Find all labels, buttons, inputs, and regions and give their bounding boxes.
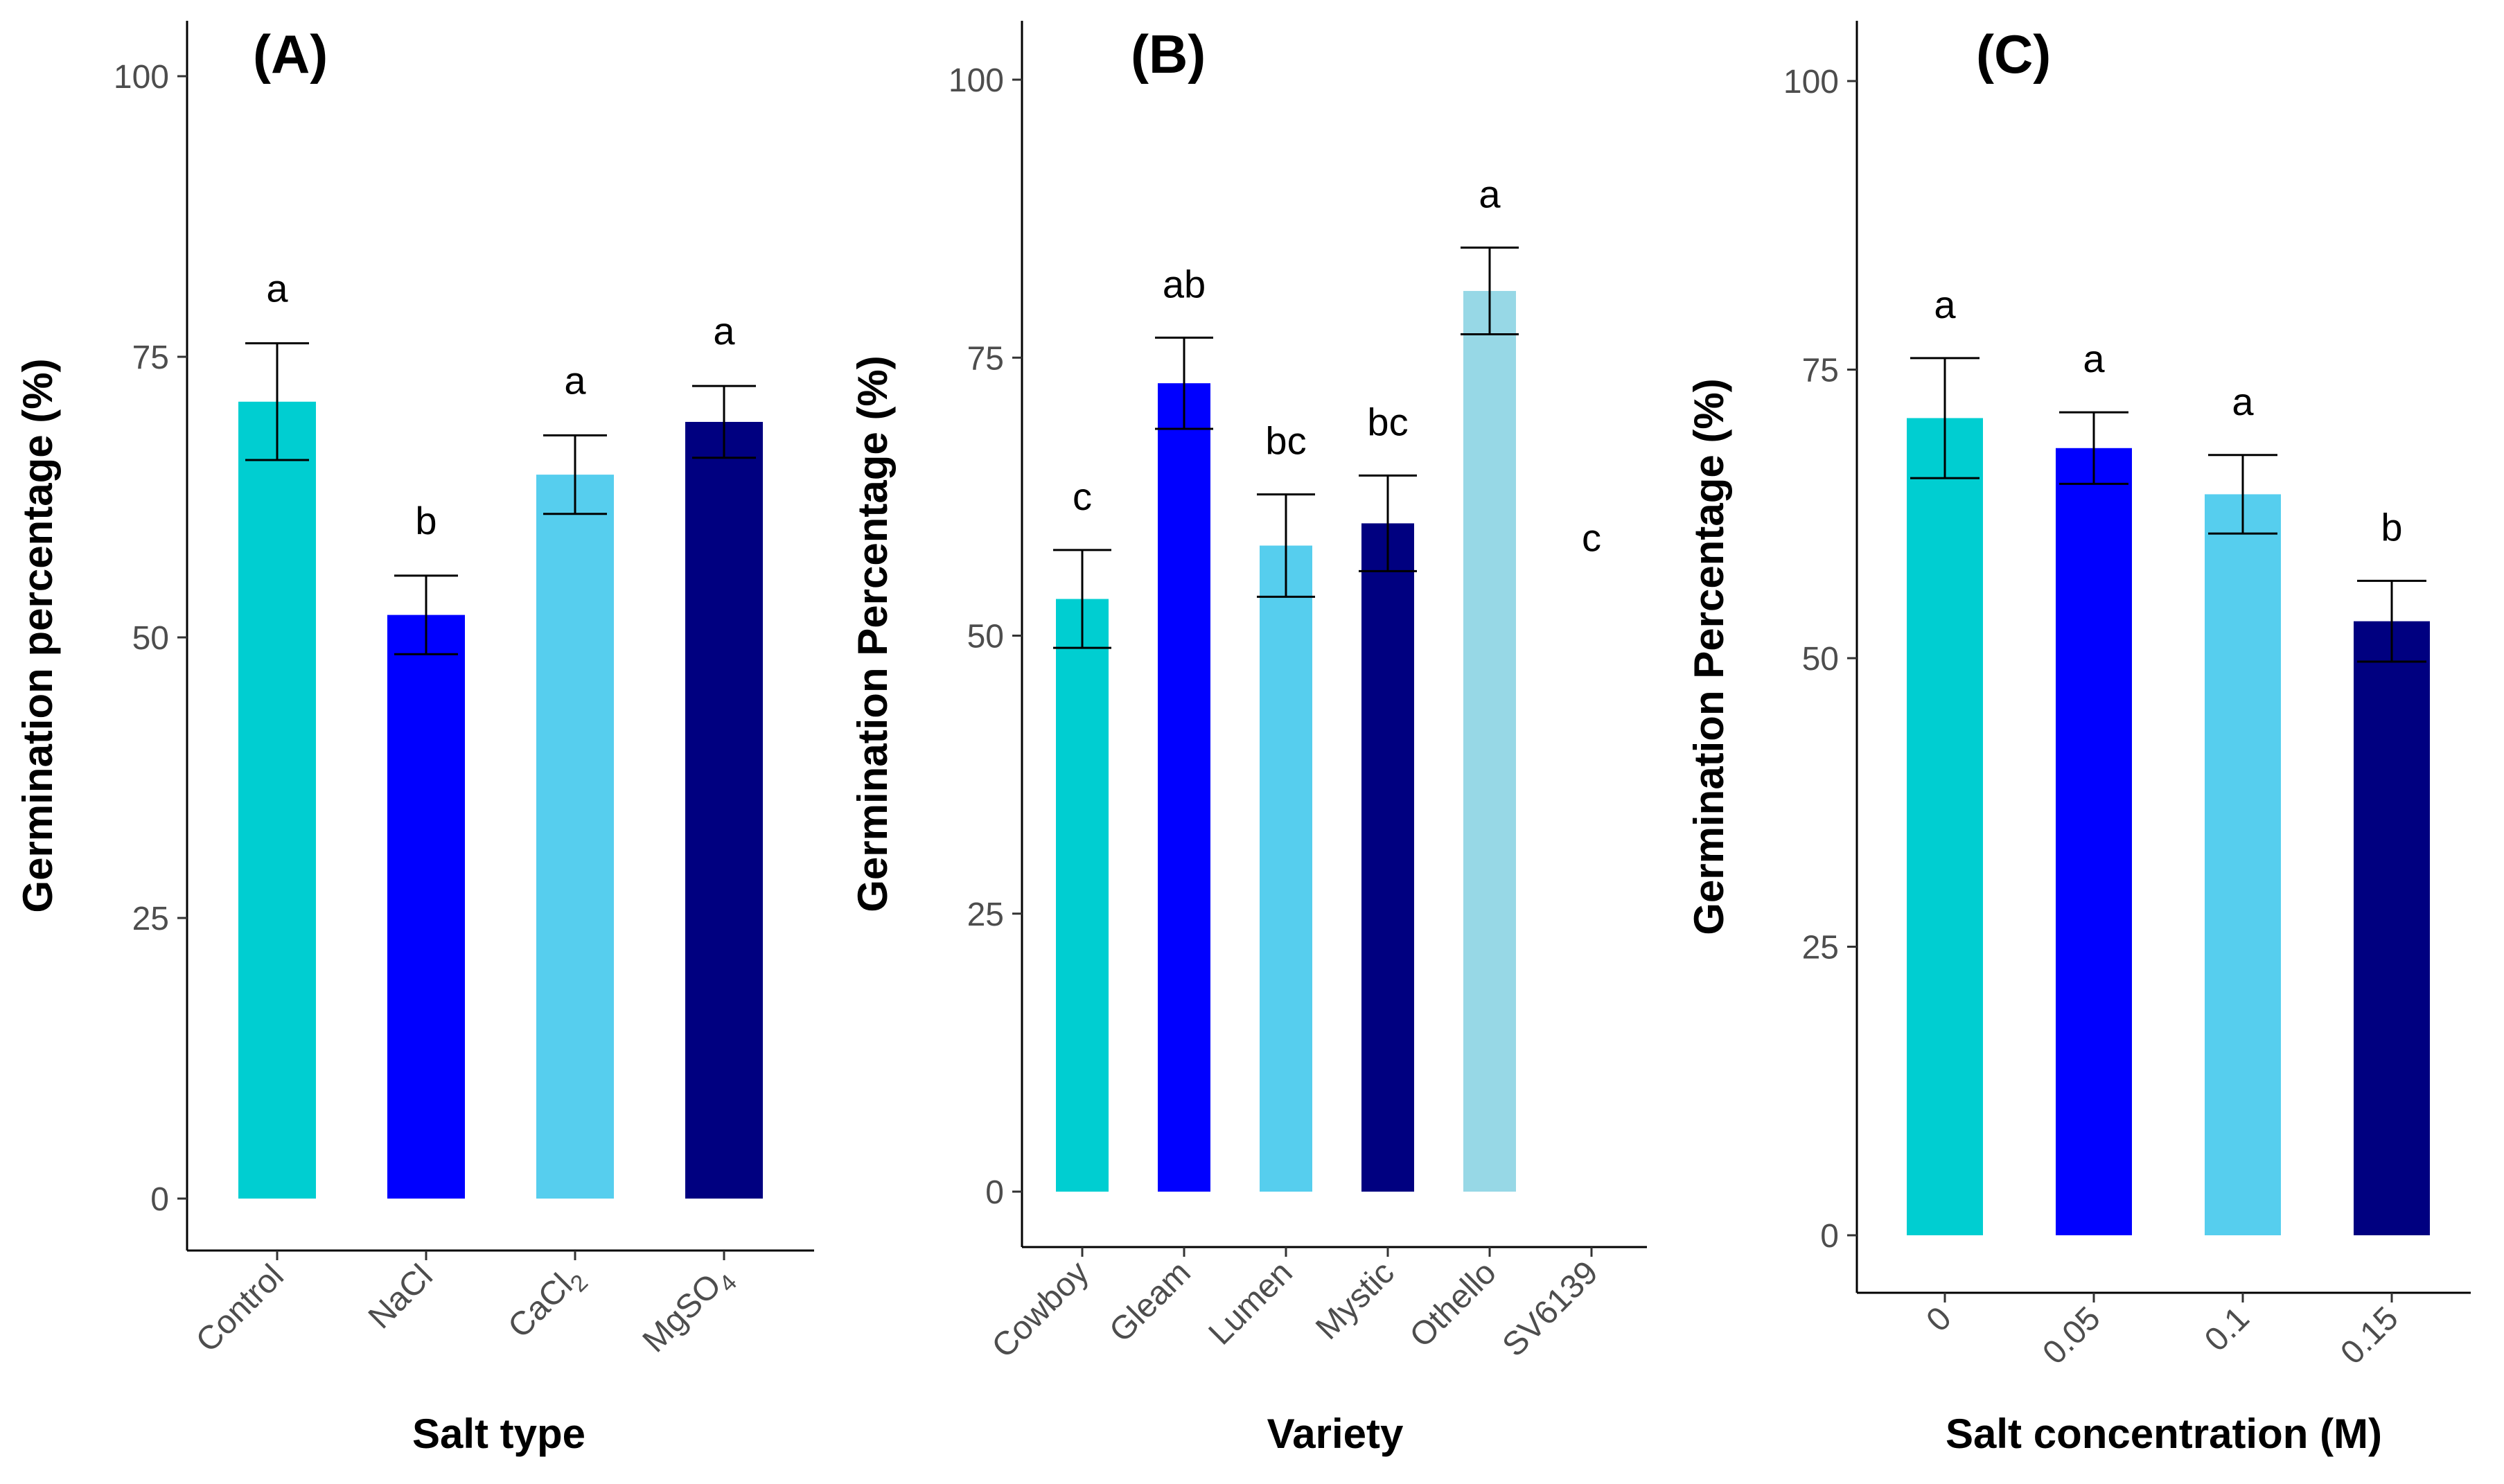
x-tick-label: MgSO4 (636, 1257, 742, 1363)
y-tick-label: 50 (132, 620, 169, 657)
x-tick-label-text: MgSO (636, 1267, 729, 1360)
panel-tag: (A) (253, 24, 328, 85)
x-axis-title: Salt type (412, 1411, 585, 1457)
significance-label: a (713, 309, 735, 353)
panel-tag: (B) (1131, 24, 1206, 85)
bar (1907, 418, 1983, 1236)
x-tick-label: Mystic (1309, 1254, 1402, 1347)
bar (2205, 494, 2281, 1235)
bar (2354, 621, 2430, 1235)
significance-label: a (2232, 380, 2254, 423)
bar (1361, 523, 1414, 1192)
y-axis-title: Germination percentage (%) (15, 358, 61, 912)
y-tick-label: 0 (150, 1181, 169, 1218)
y-tick-label: 0 (985, 1174, 1004, 1211)
x-axis-title: Variety (1267, 1411, 1404, 1457)
panel-b: 0 25 50 75 100 c Cowboy ab Gleam bc Lumen bc Mystic a… (849, 21, 1647, 1457)
y-axis-title: Germination Percentage (%) (1686, 378, 1732, 935)
x-tick-label: 0 (1919, 1300, 1958, 1339)
y-tick-label: 25 (132, 901, 169, 937)
panel-c: 0 25 50 75 100 a 0 a 0.05 a 0.1 b 0.15 (C) Germination… (1686, 21, 2471, 1457)
y-axis-title: Germination Percentage (%) (849, 355, 896, 912)
bar (1463, 290, 1516, 1192)
significance-label: a (564, 358, 586, 402)
bar (387, 615, 465, 1199)
x-tick-label-text: Othello (1403, 1254, 1504, 1354)
panel-tag: (C) (1976, 24, 2051, 85)
x-tick-label-text: Lumen (1202, 1254, 1300, 1352)
x-tick-label-text: 0.15 (2334, 1300, 2406, 1372)
panel-a: 0 25 50 75 100 a Control b NaCl a CaCl2 a MgSO4 (A) Ge… (15, 21, 814, 1457)
bar (536, 475, 614, 1199)
x-tick-label-text: Cowboy (985, 1254, 1096, 1365)
x-tick-label-text: SV6139 (1496, 1254, 1605, 1363)
x-tick-label: 0.15 (2334, 1300, 2406, 1372)
significance-label: c (1073, 475, 1092, 518)
y-tick-label: 50 (967, 619, 1004, 655)
bar (1260, 545, 1312, 1192)
x-tick-label: Othello (1403, 1254, 1504, 1354)
x-tick-label-text: Gleam (1102, 1254, 1197, 1349)
bar (2056, 448, 2132, 1235)
x-tick-label-text: Control (189, 1257, 291, 1359)
significance-label: a (1479, 172, 1501, 215)
y-tick-label: 100 (949, 62, 1004, 99)
x-tick-label: Lumen (1202, 1254, 1300, 1352)
significance-label: bc (1367, 400, 1408, 443)
significance-label: a (2083, 337, 2105, 380)
y-tick-label: 0 (1820, 1218, 1839, 1255)
x-tick-label: SV6139 (1496, 1254, 1605, 1363)
y-tick-label: 75 (967, 340, 1004, 377)
y-tick-label: 100 (1783, 64, 1839, 100)
x-tick-label: Cowboy (985, 1254, 1096, 1365)
x-tick-label-text: 0 (1919, 1300, 1958, 1339)
y-tick-label: 50 (1802, 641, 1839, 678)
x-tick-label: NaCl (362, 1257, 440, 1336)
y-tick-label: 100 (114, 59, 169, 96)
bar (1158, 383, 1210, 1192)
bar (1056, 599, 1109, 1192)
x-tick-label: CaCl2 (501, 1257, 593, 1350)
y-tick-label: 25 (967, 896, 1004, 933)
x-tick-label: 0.1 (2198, 1300, 2257, 1359)
significance-label: b (415, 499, 437, 542)
x-tick-label: Gleam (1102, 1254, 1197, 1349)
x-tick-label-text: Mystic (1309, 1254, 1402, 1347)
x-axis-title: Salt concentration (M) (1946, 1411, 2382, 1457)
y-tick-label: 75 (132, 339, 169, 376)
significance-label: ab (1163, 262, 1206, 306)
significance-label: a (266, 267, 288, 310)
x-tick-label: Control (189, 1257, 291, 1359)
significance-label: b (2381, 505, 2402, 549)
x-tick-label: 0.05 (2036, 1300, 2108, 1372)
bar (238, 401, 316, 1199)
y-tick-label: 25 (1802, 930, 1839, 966)
bar (685, 421, 763, 1199)
significance-label: a (1934, 283, 1956, 326)
significance-label: c (1582, 515, 1601, 559)
x-tick-label-text: NaCl (362, 1257, 440, 1336)
x-tick-label-text: 0.05 (2036, 1300, 2108, 1372)
x-tick-label-text: 0.1 (2198, 1300, 2257, 1359)
y-tick-label: 75 (1802, 353, 1839, 389)
significance-label: bc (1265, 419, 1306, 463)
